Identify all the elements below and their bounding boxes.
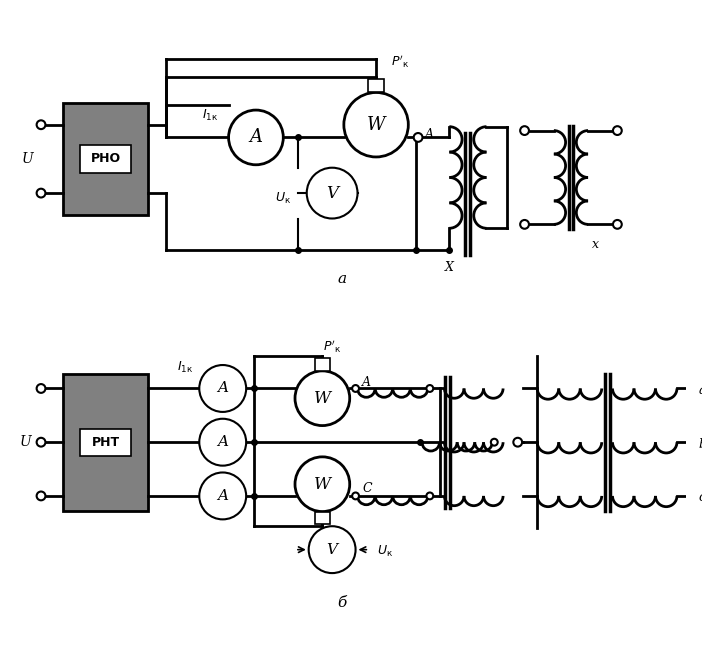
Text: $P'_{\text{к}}$: $P'_{\text{к}}$ (392, 53, 410, 69)
Text: PHO: PHO (91, 152, 121, 165)
Circle shape (513, 438, 522, 446)
Text: A: A (249, 128, 263, 146)
Text: a: a (698, 384, 702, 397)
Circle shape (344, 93, 409, 157)
Text: W: W (314, 476, 331, 492)
Text: PHT: PHT (91, 435, 119, 448)
Bar (315, 511, 330, 524)
Circle shape (687, 384, 696, 393)
Text: A: A (425, 128, 434, 141)
Text: A: A (362, 376, 371, 389)
Bar (62, 374, 149, 511)
Circle shape (426, 385, 433, 392)
Circle shape (426, 492, 433, 500)
Circle shape (613, 126, 622, 135)
Circle shape (613, 220, 622, 229)
Bar (369, 79, 384, 93)
Circle shape (520, 220, 529, 229)
Circle shape (520, 126, 529, 135)
Circle shape (687, 438, 696, 446)
Circle shape (199, 472, 246, 519)
Text: W: W (367, 116, 385, 133)
Text: c: c (698, 491, 702, 504)
Circle shape (352, 492, 359, 500)
Circle shape (199, 419, 246, 466)
Text: $P'_{\text{к}}$: $P'_{\text{к}}$ (323, 338, 341, 354)
Circle shape (295, 457, 350, 511)
Bar (80, 428, 131, 456)
Text: U: U (22, 152, 33, 166)
Bar (315, 358, 330, 371)
Text: б: б (337, 596, 347, 610)
Text: $U_{\text{к}}$: $U_{\text{к}}$ (377, 544, 393, 559)
Circle shape (687, 492, 696, 500)
Text: V: V (326, 542, 338, 557)
Text: $I_{1\text{к}}$: $I_{1\text{к}}$ (202, 108, 218, 122)
Text: W: W (314, 389, 331, 407)
Text: V: V (326, 185, 338, 202)
Circle shape (37, 121, 46, 129)
Circle shape (37, 438, 46, 446)
Circle shape (37, 384, 46, 393)
Text: C: C (362, 481, 372, 494)
Circle shape (199, 365, 246, 412)
Circle shape (309, 526, 356, 573)
Text: A: A (217, 382, 228, 395)
Text: $I_{1\text{к}}$: $I_{1\text{к}}$ (178, 360, 194, 375)
Circle shape (307, 168, 357, 218)
Circle shape (229, 110, 284, 165)
Text: x: x (592, 238, 600, 251)
Text: X: X (445, 262, 453, 275)
Circle shape (352, 385, 359, 392)
Text: U: U (20, 435, 32, 449)
Text: A: A (217, 489, 228, 503)
Text: b: b (698, 437, 702, 450)
Text: $U_{\text{к}}$: $U_{\text{к}}$ (275, 191, 291, 205)
Circle shape (37, 189, 46, 198)
Circle shape (295, 371, 350, 426)
Text: A: A (217, 435, 228, 449)
Bar (80, 145, 131, 172)
Text: а: а (338, 272, 347, 286)
Bar (62, 103, 149, 215)
Circle shape (491, 439, 498, 446)
Circle shape (37, 492, 46, 500)
Circle shape (413, 133, 423, 142)
